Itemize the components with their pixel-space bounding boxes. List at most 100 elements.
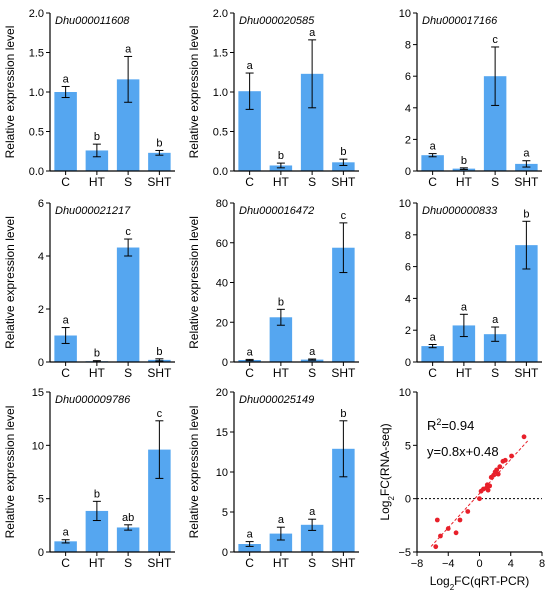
- y-tick-label: 8: [405, 230, 411, 242]
- y-tick-label: 4: [405, 103, 411, 115]
- data-point: [521, 434, 527, 440]
- y-axis-label: Relative expression level: [3, 26, 17, 159]
- x-tick-label: SHT: [514, 366, 539, 380]
- y-tick-label: 0: [405, 357, 411, 369]
- x-tick-label: C: [245, 556, 254, 570]
- bar-C: [54, 541, 77, 552]
- data-point: [497, 464, 503, 470]
- panel-8: a Ca HT a Sb SHT 0 5 10 15 20 Dhu000025149 Relative …: [187, 387, 359, 570]
- x-tick-label: SHT: [514, 175, 539, 189]
- significance-letter: b: [278, 296, 284, 308]
- y-tick-label: 2.0: [213, 8, 228, 20]
- x-tick-label: C: [245, 175, 254, 189]
- y-axis-label: Relative expression level: [187, 26, 201, 159]
- x-tick-label: 4: [508, 558, 514, 570]
- significance-letter: b: [340, 408, 346, 420]
- bar-S: [116, 527, 140, 552]
- significance-letter: a: [492, 314, 499, 326]
- significance-letter: a: [309, 27, 316, 39]
- y-tick-label: 10: [399, 387, 411, 399]
- x-tick-label: 8: [539, 558, 545, 570]
- significance-letter: b: [94, 488, 100, 500]
- significance-letter: a: [309, 346, 316, 358]
- panel-3: a Cb HT c Sa SHT 0 2 4 6 8 10 Dhu000017166: [399, 8, 542, 189]
- y-tick-label: 2: [405, 134, 411, 146]
- bar-HT: [85, 150, 109, 171]
- y-axis-label: Relative expression level: [3, 216, 17, 349]
- data-point: [457, 517, 463, 523]
- data-point: [502, 457, 508, 463]
- x-tick-label: HT: [456, 366, 473, 380]
- bar-C: [421, 346, 444, 362]
- gene-title: Dhu000009786: [55, 394, 131, 406]
- regression-line: [430, 440, 529, 547]
- significance-letter: c: [341, 210, 347, 222]
- y-tick-label: 80: [216, 198, 228, 210]
- y-tick-label: 6: [38, 198, 44, 210]
- bar-S: [300, 359, 324, 362]
- x-tick-label: S: [491, 366, 499, 380]
- bar-S: [483, 334, 507, 362]
- significance-letter: a: [247, 60, 254, 72]
- y-tick-label: 15: [216, 427, 228, 439]
- significance-letter: b: [94, 131, 100, 143]
- x-tick-label: S: [308, 366, 316, 380]
- y-tick-label: 0: [38, 547, 44, 559]
- x-tick-label: HT: [273, 366, 290, 380]
- x-tick-label: C: [61, 556, 70, 570]
- gene-title: Dhu000011608: [55, 15, 130, 27]
- significance-letter: c: [492, 34, 498, 46]
- x-tick-label: HT: [456, 175, 473, 189]
- significance-letter: c: [125, 226, 131, 238]
- y-tick-label: 0.0: [29, 166, 44, 178]
- significance-letter: a: [430, 141, 437, 153]
- y-tick-label: 15: [32, 387, 44, 399]
- panel-9: −8 −4 0 4 8 −5 0 5 10 R2=0.94 y=0.8x+0.48 Log2FC(qR…: [378, 387, 545, 591]
- y-tick-label: 0.5: [213, 127, 228, 139]
- data-point: [477, 496, 482, 502]
- x-tick-label: SHT: [331, 366, 356, 380]
- bar-S: [116, 247, 140, 362]
- bar-C: [54, 92, 77, 171]
- y-tick-label: 4: [405, 293, 411, 305]
- data-point: [434, 517, 440, 523]
- gene-title: Dhu000017166: [422, 15, 498, 27]
- y-axis-label: Relative expression level: [187, 216, 201, 349]
- y-tick-label: 0.5: [29, 127, 44, 139]
- significance-letter: b: [278, 150, 284, 162]
- significance-letter: a: [461, 301, 468, 313]
- significance-letter: a: [309, 506, 316, 518]
- gene-title: Dhu000025149: [239, 394, 314, 406]
- x-tick-label: S: [124, 556, 132, 570]
- y-tick-label: 10: [32, 440, 44, 452]
- panel-2: a Cb HT a Sb SHT 0.0 0.5 1.0 1.5 2.0 Dhu000020585 Re…: [187, 8, 359, 189]
- data-point: [494, 467, 500, 473]
- y-tick-label: 0: [405, 166, 411, 178]
- y-axis-label: Relative expression level: [3, 406, 17, 539]
- y-tick-label: 60: [216, 238, 228, 250]
- y-tick-label: 5: [405, 440, 411, 452]
- y-tick-label: 0.0: [213, 166, 228, 178]
- significance-letter: ab: [122, 512, 134, 524]
- x-tick-label: −4: [442, 558, 455, 570]
- data-point: [433, 544, 439, 550]
- x-tick-label: C: [61, 366, 70, 380]
- x-tick-label: HT: [273, 556, 290, 570]
- y-tick-label: 5: [38, 494, 44, 506]
- x-tick-label: C: [61, 175, 70, 189]
- y-tick-label: 2: [405, 325, 411, 337]
- data-point: [487, 483, 493, 489]
- bar-S: [116, 79, 140, 171]
- significance-letter: a: [247, 346, 254, 358]
- x-tick-label: S: [491, 175, 499, 189]
- data-point: [438, 533, 443, 539]
- bar-SHT: [332, 162, 355, 171]
- regression-equation: y=0.8x+0.48: [427, 444, 499, 459]
- y-tick-label: −5: [398, 547, 411, 559]
- data-point: [485, 487, 491, 493]
- bar-HT: [85, 510, 109, 552]
- y-tick-label: 6: [405, 262, 411, 274]
- significance-letter: a: [63, 73, 70, 85]
- y-tick-label: 1.5: [29, 48, 44, 60]
- significance-letter: b: [94, 348, 100, 360]
